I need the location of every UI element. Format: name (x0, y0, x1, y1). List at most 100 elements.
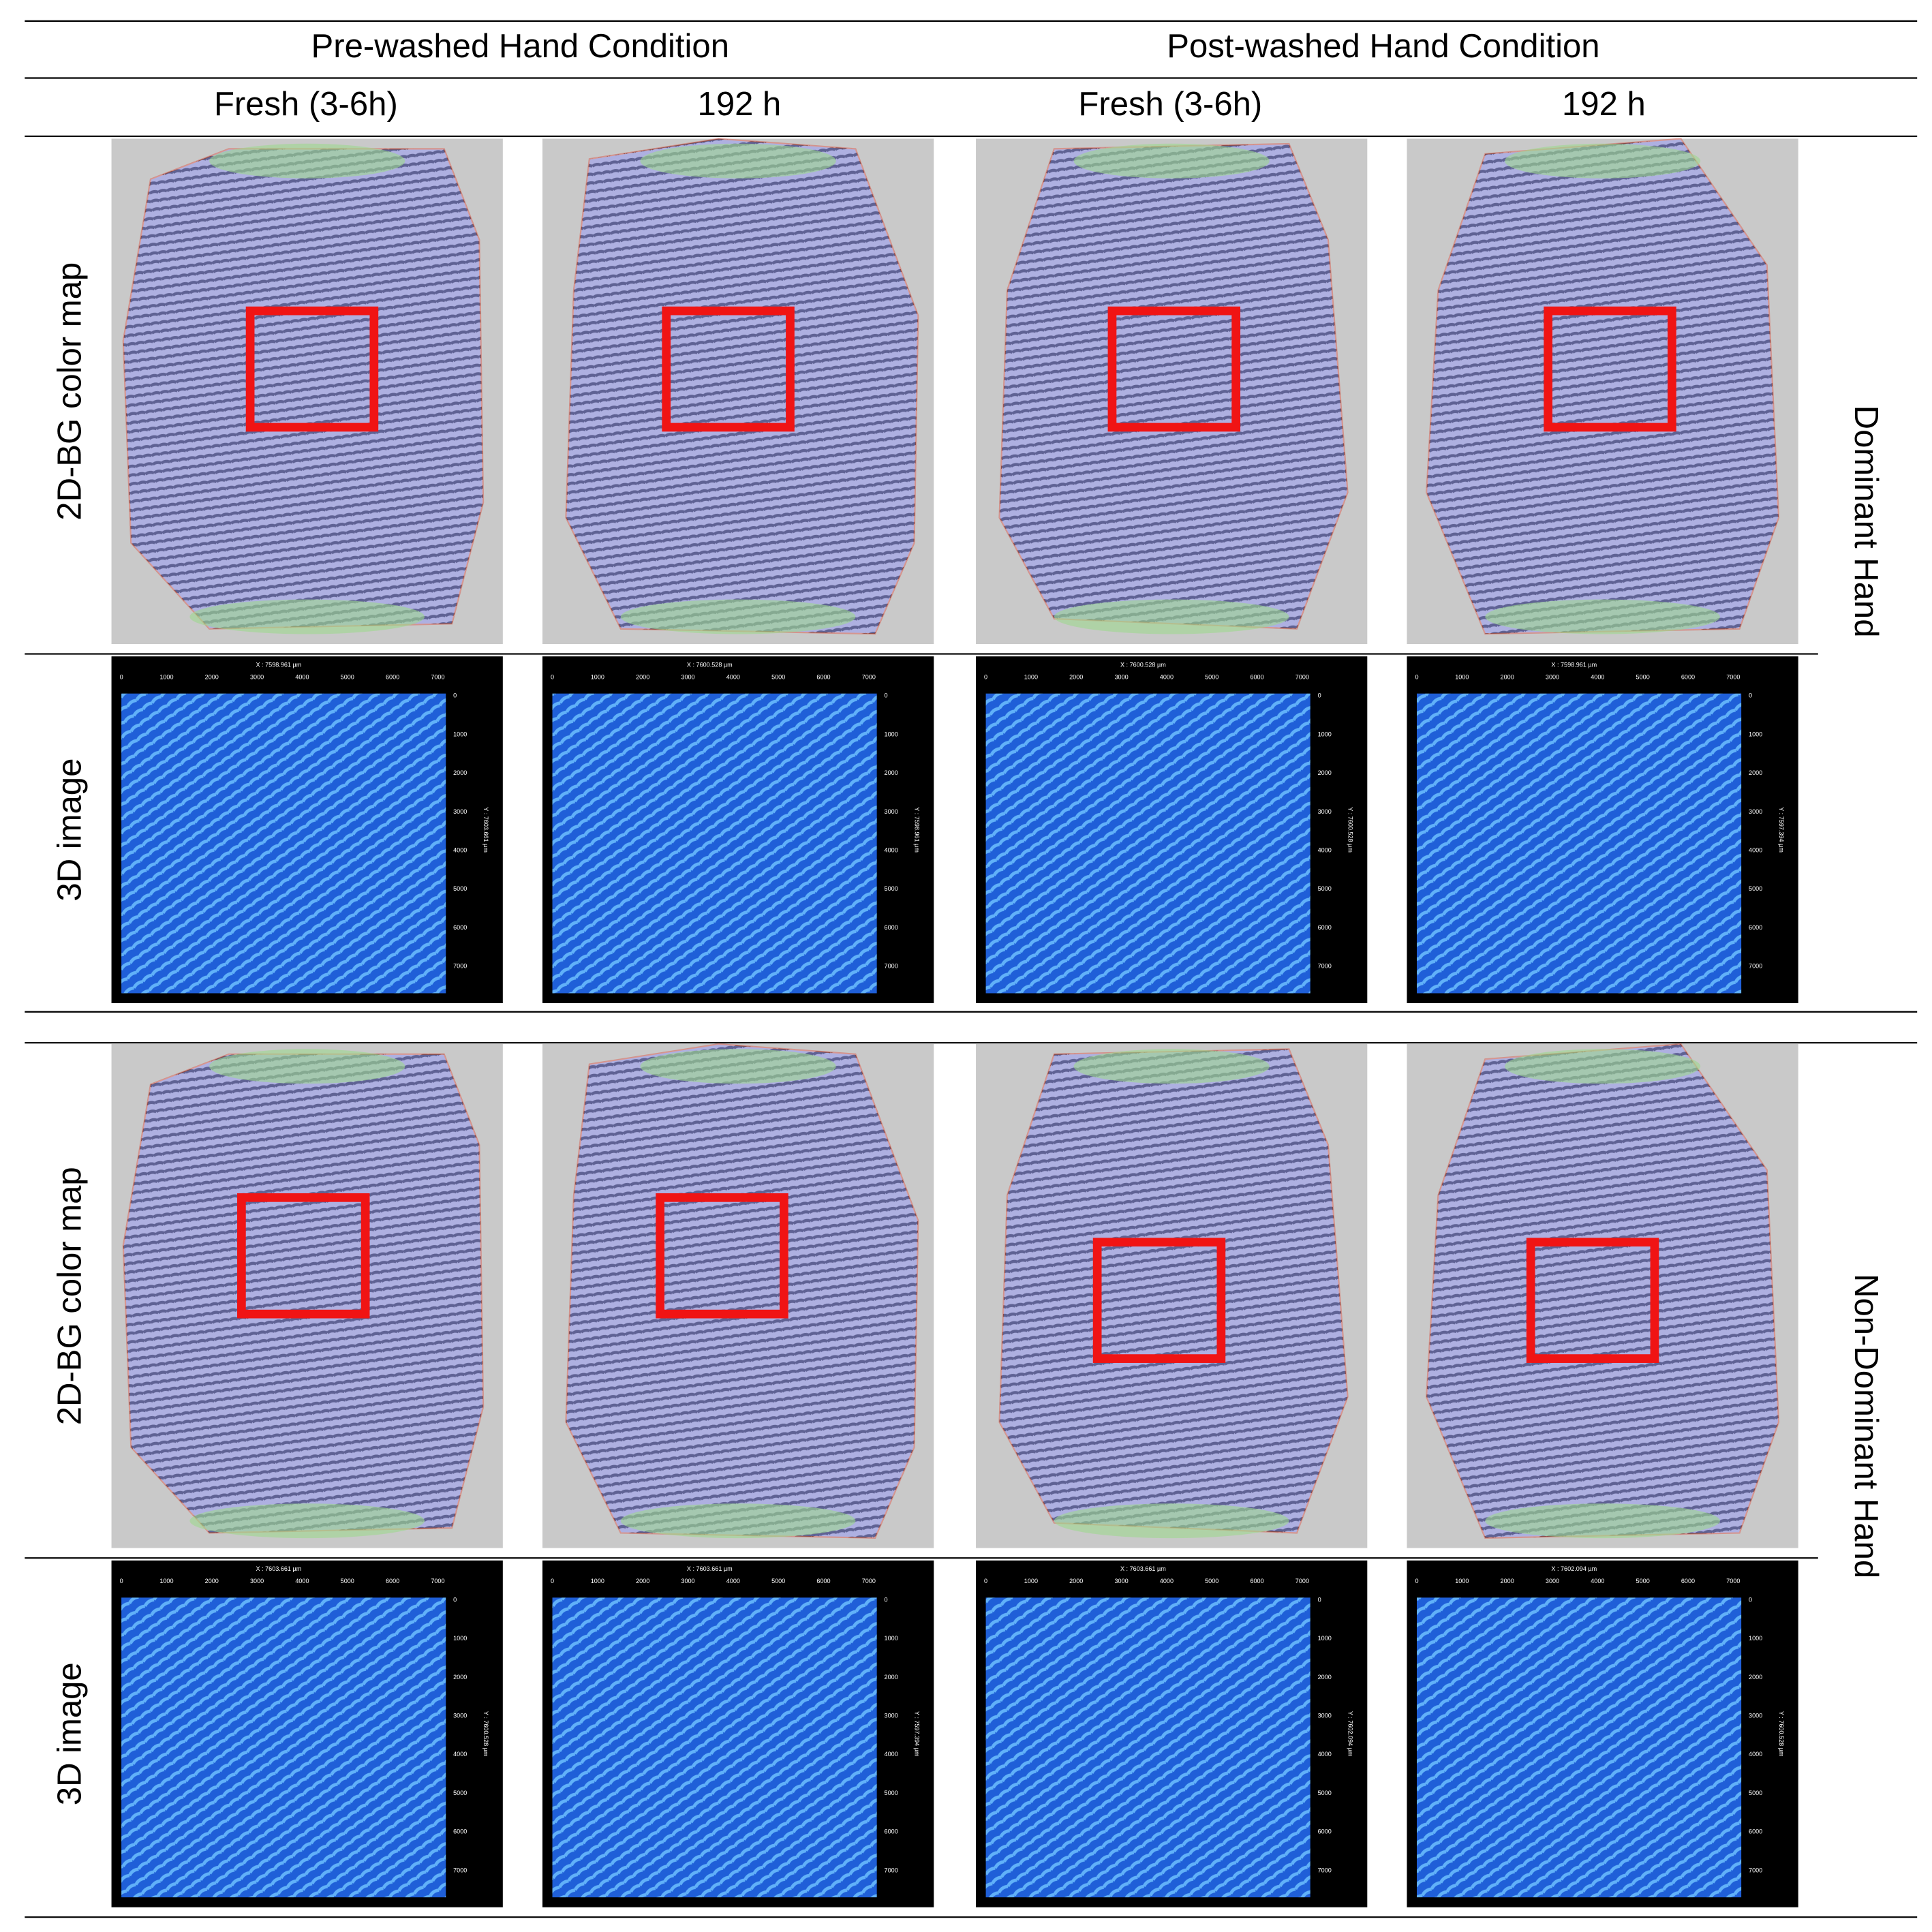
y-tick-label: 6000 (453, 924, 467, 931)
x-tick-label: 6000 (816, 1578, 830, 1584)
x-tick-label: 4000 (1591, 1578, 1604, 1584)
x-tick-label: 1000 (1024, 673, 1038, 680)
y-tick-label: 7000 (1749, 963, 1762, 970)
y-tick-label: 6000 (1318, 1828, 1332, 1835)
surface-image: X : 7603.661 µm 0 1000 2000 3000 4000 5000 6000… (111, 1560, 503, 1907)
edge-region (640, 143, 836, 179)
x-tick-label: 2000 (636, 673, 649, 680)
x-tick-label: 6000 (1250, 673, 1263, 680)
fingerprint-overlay (565, 1043, 919, 1539)
color-map-image (1407, 138, 1798, 645)
surface-map (1417, 1597, 1742, 1898)
y-tick-label: 2000 (1749, 769, 1762, 776)
x-tick-label: 2000 (1501, 673, 1514, 680)
x-tick-label: 5000 (1205, 673, 1218, 680)
edge-region (1073, 1049, 1270, 1084)
region-box (1107, 306, 1241, 432)
y-tick-label: 6000 (1318, 924, 1332, 931)
y-tick-label: 3000 (453, 808, 467, 815)
y-tick-label: 6000 (885, 924, 898, 931)
edge-region (189, 1503, 425, 1539)
y-tick-label: 3000 (1318, 1712, 1332, 1719)
surface-image: X : 7602.094 µm 0 1000 2000 3000 4000 5000 6000… (1407, 1560, 1798, 1907)
x-tick-label: 5000 (1636, 1578, 1650, 1584)
surface-image: X : 7600.528 µm 0 1000 2000 3000 4000 5000 6000… (976, 656, 1368, 1004)
y-tick-label: 5000 (1749, 885, 1762, 892)
y-tick-label: 7000 (1749, 1867, 1762, 1873)
x-tick-label: 6000 (1681, 673, 1695, 680)
x-axis-label: X : 7598.961 µm (256, 661, 301, 668)
column-header: Fresh (3-6h) (214, 86, 398, 123)
x-tick-label: 6000 (386, 1578, 399, 1584)
y-tick-label: 0 (1318, 692, 1321, 699)
edge-region (1054, 599, 1289, 634)
x-tick-label: 0 (1415, 673, 1418, 680)
y-tick-label: 4000 (453, 1751, 467, 1758)
y-tick-label: 2000 (1749, 1674, 1762, 1681)
region-box (1544, 306, 1676, 432)
x-tick-label: 7000 (431, 673, 444, 680)
x-tick-label: 7000 (431, 1578, 444, 1584)
region-box (1092, 1238, 1226, 1363)
y-tick-label: 5000 (1318, 885, 1332, 892)
y-tick-label: 0 (453, 1596, 457, 1603)
y-tick-label: 3000 (885, 1712, 898, 1719)
x-tick-label: 0 (120, 1578, 123, 1584)
y-tick-label: 6000 (453, 1828, 467, 1835)
x-tick-label: 1000 (159, 673, 173, 680)
x-tick-label: 7000 (862, 1578, 876, 1584)
x-tick-label: 0 (551, 1578, 554, 1584)
y-tick-label: 4000 (1318, 847, 1332, 854)
color-map-image (976, 1043, 1368, 1548)
edge-region (620, 599, 856, 634)
x-tick-label: 1000 (591, 1578, 604, 1584)
x-tick-label: 3000 (1114, 1578, 1128, 1584)
y-tick-label: 1000 (453, 731, 467, 737)
y-tick-label: 5000 (453, 1790, 467, 1796)
x-tick-label: 5000 (1205, 1578, 1218, 1584)
x-tick-label: 2000 (1069, 673, 1083, 680)
x-axis-label: X : 7602.094 µm (1551, 1565, 1597, 1572)
y-tick-label: 2000 (885, 769, 898, 776)
region-box (1526, 1238, 1659, 1363)
y-tick-label: 3000 (1318, 808, 1332, 815)
color-map-image (111, 138, 503, 645)
color-map-image (542, 1043, 934, 1548)
y-tick-label: 3000 (885, 808, 898, 815)
x-tick-label: 4000 (1591, 673, 1604, 680)
fingerprint-overlay (565, 138, 919, 635)
x-tick-label: 6000 (1250, 1578, 1263, 1584)
edge-region (1073, 143, 1270, 179)
color-map-image (111, 1043, 503, 1548)
surface-map (121, 1597, 446, 1898)
x-tick-label: 1000 (1455, 673, 1469, 680)
x-tick-label: 3000 (681, 1578, 694, 1584)
x-axis-label: X : 7603.661 µm (256, 1565, 301, 1572)
group-header: Pre-washed Hand Condition (311, 28, 729, 65)
y-tick-label: 3000 (453, 1712, 467, 1719)
y-tick-label: 1000 (885, 731, 898, 737)
y-axis-label: Y : 7597.394 µm (913, 1711, 920, 1757)
x-axis-label: X : 7600.528 µm (1120, 661, 1166, 668)
color-map-image (542, 138, 934, 645)
y-axis-label: Y : 7600.528 µm (1778, 1711, 1785, 1757)
x-axis-label: X : 7600.528 µm (687, 661, 733, 668)
y-tick-label: 7000 (885, 963, 898, 970)
surface-image: X : 7603.661 µm 0 1000 2000 3000 4000 5000 6000… (542, 1560, 934, 1907)
x-tick-label: 7000 (1726, 673, 1740, 680)
x-tick-label: 5000 (771, 1578, 785, 1584)
x-tick-label: 4000 (726, 1578, 740, 1584)
y-tick-label: 4000 (1749, 847, 1762, 854)
x-tick-label: 3000 (250, 1578, 264, 1584)
y-tick-label: 4000 (885, 847, 898, 854)
edge-region (1505, 1049, 1701, 1084)
surface-map (552, 1597, 877, 1898)
edge-region (1054, 1503, 1289, 1539)
x-tick-label: 1000 (1455, 1578, 1469, 1584)
x-tick-label: 3000 (681, 673, 694, 680)
y-tick-label: 7000 (453, 963, 467, 970)
surface-map (1417, 693, 1742, 994)
x-tick-label: 2000 (1501, 1578, 1514, 1584)
y-tick-label: 1000 (1749, 1635, 1762, 1642)
